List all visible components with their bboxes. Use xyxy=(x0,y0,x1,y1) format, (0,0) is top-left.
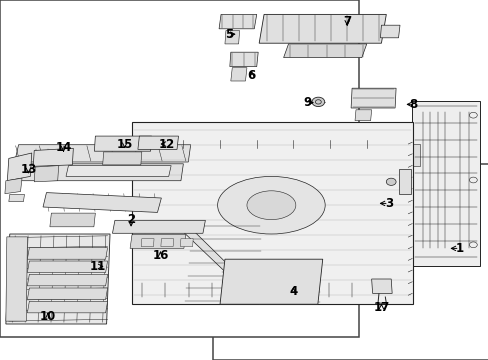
Polygon shape xyxy=(259,14,386,43)
Polygon shape xyxy=(132,122,412,304)
Polygon shape xyxy=(176,223,266,304)
Polygon shape xyxy=(350,88,395,108)
Circle shape xyxy=(386,178,395,185)
Circle shape xyxy=(311,97,324,107)
Polygon shape xyxy=(283,44,366,58)
Polygon shape xyxy=(411,101,479,266)
Polygon shape xyxy=(6,234,110,324)
Text: 15: 15 xyxy=(116,138,133,150)
Text: 7: 7 xyxy=(343,15,350,28)
Polygon shape xyxy=(138,136,178,149)
Polygon shape xyxy=(398,169,410,194)
Text: 3: 3 xyxy=(384,197,392,210)
Polygon shape xyxy=(7,153,32,181)
Text: 9: 9 xyxy=(303,96,310,109)
Text: 11: 11 xyxy=(89,260,106,273)
FancyBboxPatch shape xyxy=(212,164,488,360)
Text: 14: 14 xyxy=(55,141,72,154)
Polygon shape xyxy=(66,166,171,176)
Polygon shape xyxy=(34,166,59,182)
Text: 12: 12 xyxy=(159,138,175,150)
Polygon shape xyxy=(224,31,239,44)
Text: 5: 5 xyxy=(224,28,232,41)
Text: 10: 10 xyxy=(40,310,56,323)
Polygon shape xyxy=(161,239,173,247)
Polygon shape xyxy=(27,248,107,259)
Polygon shape xyxy=(220,259,322,304)
Polygon shape xyxy=(33,148,73,166)
Polygon shape xyxy=(5,178,22,194)
Polygon shape xyxy=(9,194,24,202)
Text: 1: 1 xyxy=(455,242,463,255)
Polygon shape xyxy=(6,237,27,321)
Polygon shape xyxy=(229,52,258,67)
Text: 16: 16 xyxy=(152,249,168,262)
FancyBboxPatch shape xyxy=(0,0,359,337)
Text: 4: 4 xyxy=(289,285,297,298)
Text: 8: 8 xyxy=(408,98,416,111)
Polygon shape xyxy=(141,239,154,247)
Polygon shape xyxy=(112,220,205,233)
Text: 6: 6 xyxy=(247,69,255,82)
Polygon shape xyxy=(94,136,151,151)
Polygon shape xyxy=(380,25,399,38)
Polygon shape xyxy=(27,261,107,273)
Polygon shape xyxy=(27,301,107,313)
Polygon shape xyxy=(130,235,185,248)
Text: 13: 13 xyxy=(20,163,37,176)
Polygon shape xyxy=(11,164,183,181)
Text: 2: 2 xyxy=(127,213,135,226)
Polygon shape xyxy=(219,14,256,29)
Polygon shape xyxy=(230,68,246,81)
Polygon shape xyxy=(27,288,107,300)
Ellipse shape xyxy=(217,176,325,234)
Polygon shape xyxy=(180,239,193,247)
Polygon shape xyxy=(412,144,419,166)
Ellipse shape xyxy=(246,191,295,220)
Polygon shape xyxy=(15,145,190,162)
Polygon shape xyxy=(27,274,107,286)
Polygon shape xyxy=(50,213,95,227)
Polygon shape xyxy=(43,193,161,212)
Text: 17: 17 xyxy=(372,301,389,314)
Polygon shape xyxy=(102,152,142,165)
Polygon shape xyxy=(371,279,391,293)
Polygon shape xyxy=(354,110,371,121)
